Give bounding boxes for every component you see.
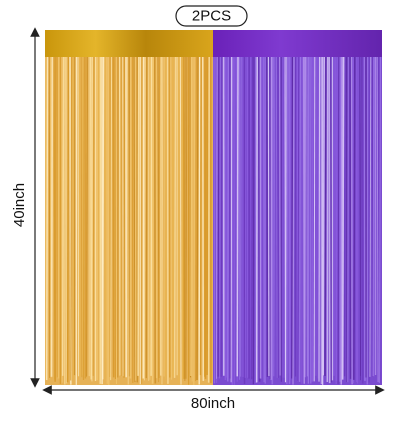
fringe-strand [350, 57, 351, 379]
fringe-strand [180, 57, 181, 385]
fringe-strand [49, 57, 50, 378]
fringe-strand [264, 57, 265, 382]
fringe-strand [287, 57, 288, 384]
fringe-strand [316, 57, 317, 376]
fringe-strand [138, 57, 139, 376]
fringe-strand [85, 57, 86, 379]
fringe-strand [184, 57, 185, 379]
fringe-strand [352, 57, 353, 384]
fringe-strand [68, 57, 69, 382]
fringe-strand [175, 57, 176, 378]
fringe-strand [336, 57, 337, 381]
fringe-strand [354, 57, 355, 380]
fringe-strand [280, 57, 281, 375]
fringe-strand [182, 57, 183, 379]
fringe-strand [115, 57, 116, 379]
fringe-strand [237, 57, 238, 376]
fringe-strand [169, 57, 170, 378]
fringe-strand [268, 57, 269, 376]
fringe-strand [312, 57, 313, 382]
fringe-strand [343, 57, 344, 380]
fringe-strand [172, 57, 173, 377]
fringe-strand [171, 57, 172, 380]
fringe-strand [63, 57, 64, 376]
fringe-strand [314, 57, 315, 381]
fringe-strand [228, 57, 229, 382]
width-label: 80inch [191, 395, 235, 412]
fringe-strand [338, 57, 339, 384]
fringe-strand [364, 57, 365, 381]
fringe-strand [103, 57, 104, 379]
fringe-strand [259, 57, 260, 382]
fringe-strand [78, 57, 79, 376]
fringe-strand [305, 57, 306, 377]
fringe-strand [325, 57, 326, 376]
fringe-strand [47, 57, 48, 380]
fringe-strand [300, 57, 301, 382]
fringe-strand [99, 57, 100, 380]
fringe-strand [200, 57, 201, 375]
fringe-strand [205, 57, 206, 379]
fringe-strand [261, 57, 262, 378]
height-label: 40inch [11, 183, 28, 227]
fringe-strand [153, 57, 154, 384]
fringe-strand [218, 57, 219, 377]
fringe-strand [191, 57, 192, 376]
fringe-strand [292, 57, 293, 379]
fringe-strand [197, 57, 198, 380]
fringe-strand [216, 57, 217, 379]
fringe-strand [307, 57, 308, 376]
fringe-strand [341, 57, 342, 385]
fringe-strand [256, 57, 257, 383]
fringe-strand [272, 57, 273, 384]
fringe-strand [252, 57, 253, 379]
fringe-strand [373, 57, 374, 376]
fringe-strand [52, 57, 53, 377]
fringe-strand [146, 57, 147, 378]
fringe-strand [209, 57, 210, 383]
fringe-strand [290, 57, 291, 380]
fringe-strand [196, 57, 197, 381]
fringe-strand [310, 57, 311, 384]
fringe-strand [203, 57, 204, 381]
fringe-strand [267, 57, 268, 377]
purple-header [213, 30, 382, 57]
fringe-strand [128, 57, 129, 384]
gold-header [45, 30, 213, 57]
curtains [45, 30, 382, 385]
badge: 2PCS [192, 7, 231, 24]
fringe-strand [240, 57, 241, 377]
fringe-strand [348, 57, 349, 382]
fringe-strand [319, 57, 320, 382]
fringe-strand [105, 57, 106, 379]
fringe-strand [345, 57, 346, 376]
fringe-strand [253, 57, 254, 384]
fringe-strand [155, 57, 156, 383]
